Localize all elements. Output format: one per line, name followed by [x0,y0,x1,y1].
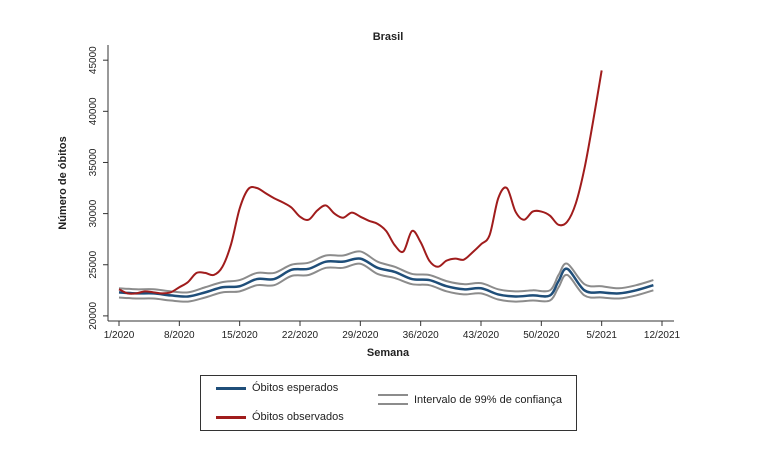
legend-label-observed: Óbitos observados [252,411,344,423]
x-tick-label: 8/2020 [164,330,195,341]
legend-swatch-expected [216,386,246,390]
series-observed-line [118,70,603,295]
legend-swatch-ci [378,393,408,406]
plot-area: 20000 25000 30000 35000 40000 45000 1/2020 8/20… [88,45,681,341]
x-tick-label: 15/2020 [222,330,259,341]
y-tick-label: 35000 [88,148,99,176]
chart-title: Brasil [373,31,404,43]
series-ci-lower-line [118,262,654,303]
x-tick-label: 29/2020 [342,330,379,341]
legend: Óbitos esperados Óbitos observados Inter… [200,375,577,431]
y-tick-label: 45000 [88,46,99,74]
x-axis-label: Semana [367,347,410,359]
y-tick-label: 40000 [88,97,99,125]
y-tick-label: 20000 [88,302,99,330]
x-tick-label: 12/2021 [644,330,681,341]
legend-item-ci: Intervalo de 99% de confiança [378,393,562,406]
x-tick-label: 22/2020 [282,330,319,341]
series-expected-line [118,257,654,298]
y-tick-label: 30000 [88,199,99,227]
y-axis-label: Número de óbitos [57,136,69,230]
x-tick-label: 43/2020 [463,330,500,341]
legend-swatch-observed [216,415,246,419]
x-tick-label: 5/2021 [586,330,617,341]
series-ci-upper-line [118,250,654,294]
legend-item-observed: Óbitos observados [216,411,344,423]
x-tick-label: 1/2020 [104,330,135,341]
legend-label-expected: Óbitos esperados [252,382,339,394]
x-tick-label: 36/2020 [403,330,440,341]
y-tick-label: 25000 [88,250,99,278]
x-tick-label: 50/2020 [523,330,560,341]
legend-label-ci: Intervalo de 99% de confiança [414,393,562,406]
legend-item-expected: Óbitos esperados [216,382,338,394]
